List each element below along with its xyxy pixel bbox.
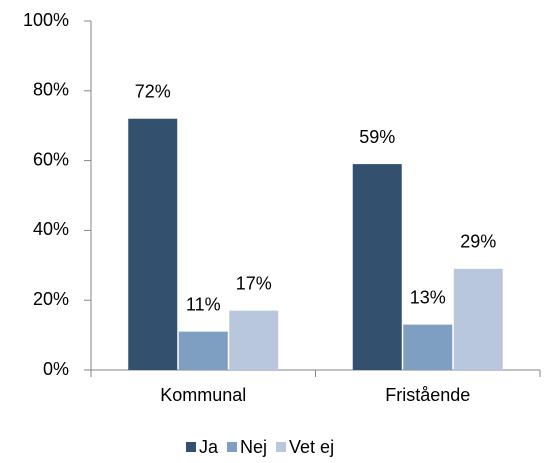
data-label: 29% [460, 232, 496, 252]
x-tick-label: Fristående [385, 385, 470, 405]
y-tick-label: 60% [33, 149, 69, 169]
legend-label: Nej [240, 437, 267, 457]
data-label: 13% [410, 287, 446, 307]
data-label: 17% [236, 273, 272, 293]
data-label: 59% [359, 127, 395, 147]
bar [178, 331, 228, 370]
bar [403, 324, 453, 370]
bar [352, 164, 402, 370]
data-label: 11% [186, 294, 221, 314]
bar [453, 268, 503, 370]
y-tick-label: 100% [23, 10, 69, 30]
legend-swatch [276, 442, 287, 452]
data-label: 72% [135, 81, 171, 101]
x-tick-label: Kommunal [160, 385, 246, 405]
y-tick-label: 0% [43, 359, 69, 379]
y-tick-label: 40% [33, 219, 69, 239]
legend-label: Vet ej [289, 437, 334, 457]
y-tick-label: 20% [33, 289, 69, 309]
legend-swatch [186, 442, 196, 452]
legend-label: Ja [199, 437, 219, 457]
bar [229, 310, 279, 370]
bar [128, 118, 178, 370]
legend-swatch [227, 442, 238, 452]
y-tick-label: 80% [33, 80, 69, 100]
